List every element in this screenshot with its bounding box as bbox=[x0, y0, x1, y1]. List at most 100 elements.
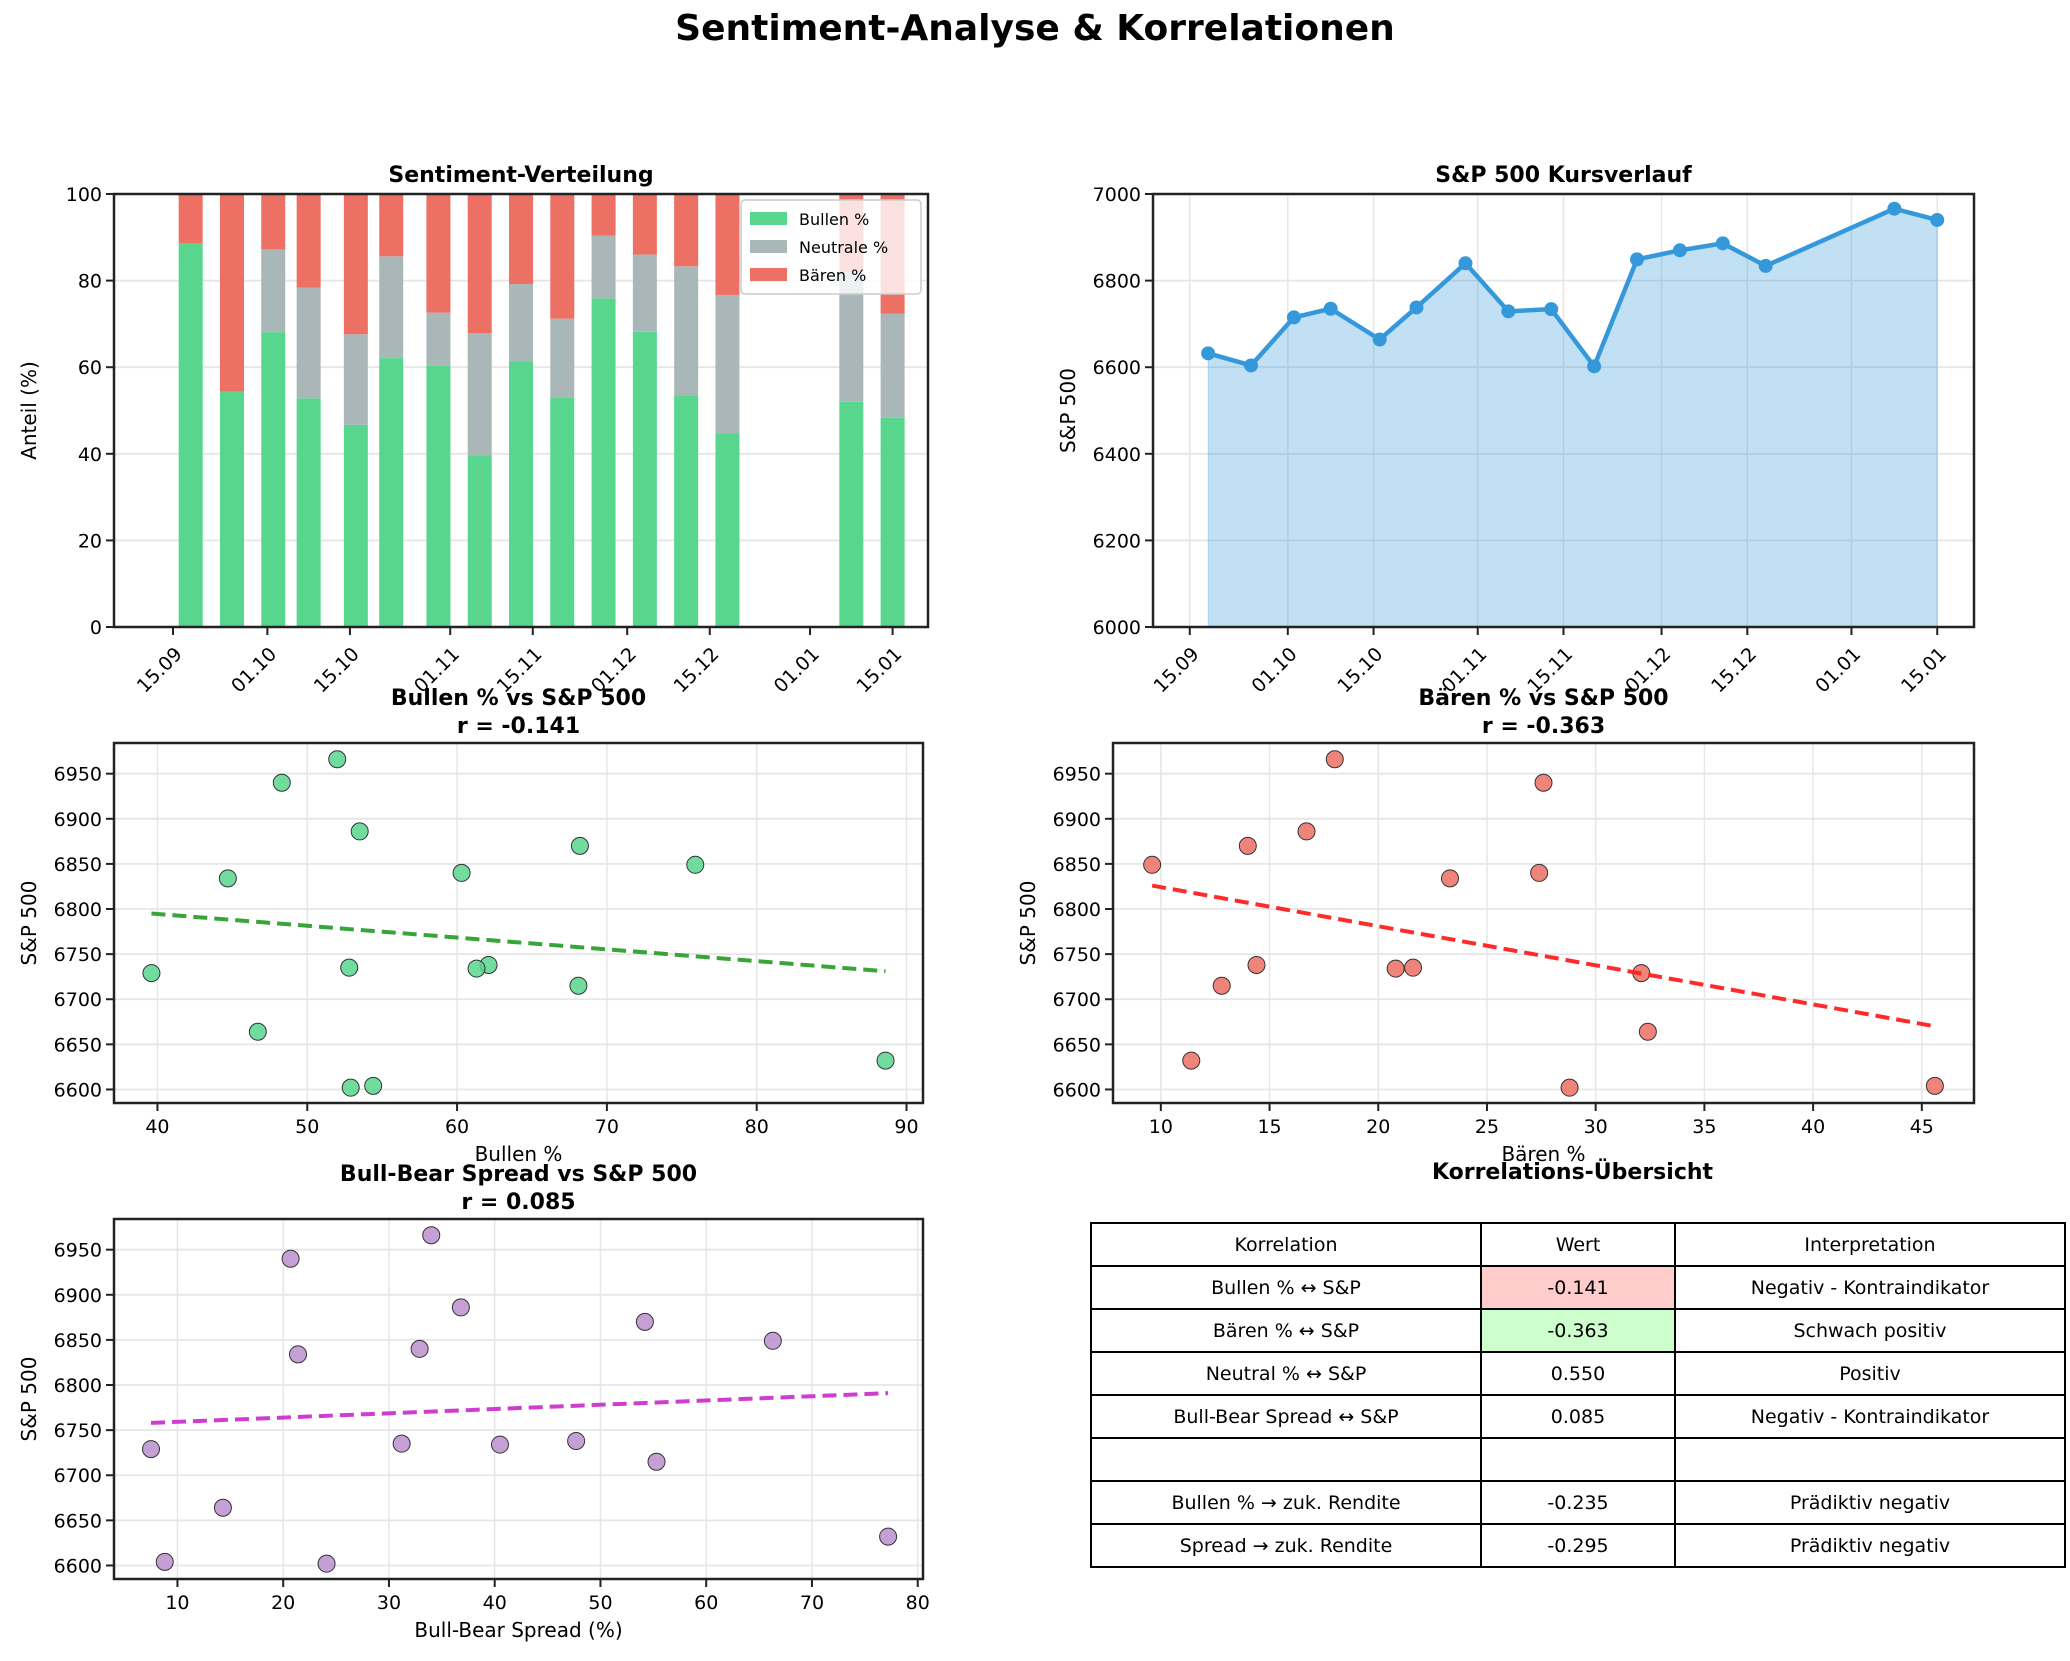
bar-neutral bbox=[296, 287, 321, 399]
x-tick-label: 15.01 bbox=[1897, 643, 1951, 697]
x-tick-label: 01.01 bbox=[1811, 643, 1865, 697]
sp500-point bbox=[1672, 243, 1687, 258]
correlation-table: Korrelation Wert Interpretation Bullen %… bbox=[1090, 1222, 2066, 1568]
y-tick-label: 6600 bbox=[54, 1079, 102, 1101]
trend-line bbox=[1151, 883, 1936, 1029]
bar-bull bbox=[296, 398, 321, 627]
correlation-interpretation: Negativ - Kontraindikator bbox=[1674, 1265, 2066, 1310]
bear_scatter-subtitle: r = -0.363 bbox=[1482, 714, 1605, 739]
x-tick-label: 40 bbox=[145, 1116, 169, 1138]
bar-bear bbox=[219, 194, 244, 392]
header-cell-interpretation: Interpretation bbox=[1674, 1222, 2066, 1267]
scatter-point bbox=[364, 1076, 383, 1095]
bear_scatter-title: Bären % vs S&P 500 bbox=[1418, 686, 1668, 711]
x-tick-label: 15.09 bbox=[133, 643, 187, 697]
bear_scatter-frame bbox=[1111, 741, 1976, 1105]
scatter-point bbox=[1534, 773, 1553, 792]
sp500-point bbox=[1458, 256, 1473, 271]
scatter-point bbox=[289, 1345, 308, 1364]
scatter-point bbox=[392, 1434, 411, 1453]
scatter-point bbox=[1143, 855, 1162, 874]
x-tick-label: 15.10 bbox=[310, 643, 364, 697]
x-tick-label: 10 bbox=[165, 1592, 189, 1614]
bull_scatter-ylabel: S&P 500 bbox=[17, 881, 41, 966]
bar-bull bbox=[550, 397, 575, 627]
bar-bear bbox=[343, 194, 368, 335]
x-tick-label: 20 bbox=[1366, 1116, 1390, 1138]
x-tick-label: 45 bbox=[1910, 1116, 1934, 1138]
correlation-label: Bären % ↔ S&P bbox=[1090, 1308, 1482, 1353]
bar-bear bbox=[426, 194, 451, 313]
trend-line bbox=[151, 911, 886, 974]
table-row: Bullen % → zuk. Rendite -0.235 Prädiktiv… bbox=[1090, 1480, 2066, 1525]
scatter-point bbox=[213, 1498, 232, 1517]
x-tick-label: 10 bbox=[1149, 1116, 1173, 1138]
x-tick-label: 25 bbox=[1475, 1116, 1499, 1138]
x-tick-label: 15.12 bbox=[670, 643, 724, 697]
sp500-point bbox=[1201, 346, 1216, 361]
legend-swatch bbox=[750, 212, 787, 225]
y-tick-label: 6700 bbox=[1053, 989, 1101, 1011]
scatter-point bbox=[876, 1051, 895, 1070]
figure-title: Sentiment-Analyse & Korrelationen bbox=[675, 8, 1395, 49]
table-header-row: Korrelation Wert Interpretation bbox=[1090, 1222, 2066, 1267]
scatter-point bbox=[1325, 750, 1344, 769]
spread_scatter-title: Bull-Bear Spread vs S&P 500 bbox=[340, 1162, 697, 1187]
x-tick-label: 15.01 bbox=[852, 643, 906, 697]
sp500-point bbox=[1930, 212, 1945, 227]
scatter-point bbox=[341, 1078, 360, 1097]
table-row-empty bbox=[1090, 1437, 2066, 1482]
scatter-point bbox=[1212, 976, 1231, 995]
correlation-value bbox=[1480, 1437, 1676, 1482]
y-tick-label: 6600 bbox=[1093, 357, 1141, 379]
scatter-point bbox=[1386, 959, 1405, 978]
bull_scatter-subtitle: r = -0.141 bbox=[457, 714, 580, 739]
scatter-point bbox=[142, 1440, 161, 1459]
sp500-point bbox=[1587, 359, 1602, 374]
correlation-value: -0.141 bbox=[1480, 1265, 1676, 1310]
scatter-point bbox=[248, 1022, 267, 1041]
y-tick-label: 100 bbox=[66, 184, 102, 206]
bar-bear bbox=[632, 194, 657, 255]
scatter-point bbox=[647, 1452, 666, 1471]
spread-scatter-chart: 6600 6650 6700 6750 6800 6850 6900 6950 S&P 500 1… bbox=[17, 1162, 930, 1642]
correlation-label: Neutral % ↔ S&P bbox=[1090, 1351, 1482, 1396]
scatter-point bbox=[218, 869, 237, 888]
correlation-label bbox=[1090, 1437, 1482, 1482]
y-tick-label: 7000 bbox=[1093, 184, 1141, 206]
bar-neutral bbox=[550, 318, 575, 398]
scatter-point bbox=[451, 1298, 470, 1317]
correlation-value: -0.235 bbox=[1480, 1480, 1676, 1525]
sp500-point bbox=[1409, 300, 1424, 315]
scatter-point bbox=[281, 1249, 300, 1268]
bear_scatter-ylabel: S&P 500 bbox=[1016, 881, 1040, 966]
x-tick-label: 01.10 bbox=[1248, 643, 1302, 697]
y-tick-label: 80 bbox=[78, 271, 102, 293]
legend-swatch bbox=[750, 268, 787, 281]
bar-bull bbox=[715, 433, 740, 627]
bar-bear bbox=[178, 194, 203, 244]
bar-neutral bbox=[591, 235, 616, 299]
scatter-point bbox=[155, 1552, 174, 1571]
sp500-point bbox=[1758, 258, 1773, 273]
scatter-point bbox=[1560, 1078, 1579, 1097]
y-tick-label: 6800 bbox=[54, 1375, 102, 1397]
scatter-point bbox=[340, 958, 359, 977]
legend-label: Neutrale % bbox=[799, 238, 888, 257]
scatter-point bbox=[569, 976, 588, 995]
sp500-area bbox=[1207, 208, 1938, 628]
x-tick-label: 15.10 bbox=[1333, 643, 1387, 697]
sp500-title: S&P 500 Kursverlauf bbox=[1435, 163, 1692, 188]
x-tick-label: 60 bbox=[694, 1592, 718, 1614]
y-tick-label: 6650 bbox=[54, 1034, 102, 1056]
spread_scatter-xlabel: Bull-Bear Spread (%) bbox=[414, 1618, 622, 1642]
scatter-point bbox=[350, 822, 369, 841]
table-row: Bären % ↔ S&P -0.363 Schwach positiv bbox=[1090, 1308, 2066, 1353]
sp500-point bbox=[1715, 236, 1730, 251]
sp500-line bbox=[1207, 206, 1938, 369]
table-row: Neutral % ↔ S&P 0.550 Positiv bbox=[1090, 1351, 2066, 1396]
bar-neutral bbox=[674, 266, 699, 396]
y-tick-label: 6900 bbox=[1053, 809, 1101, 831]
scatter-point bbox=[328, 750, 347, 769]
